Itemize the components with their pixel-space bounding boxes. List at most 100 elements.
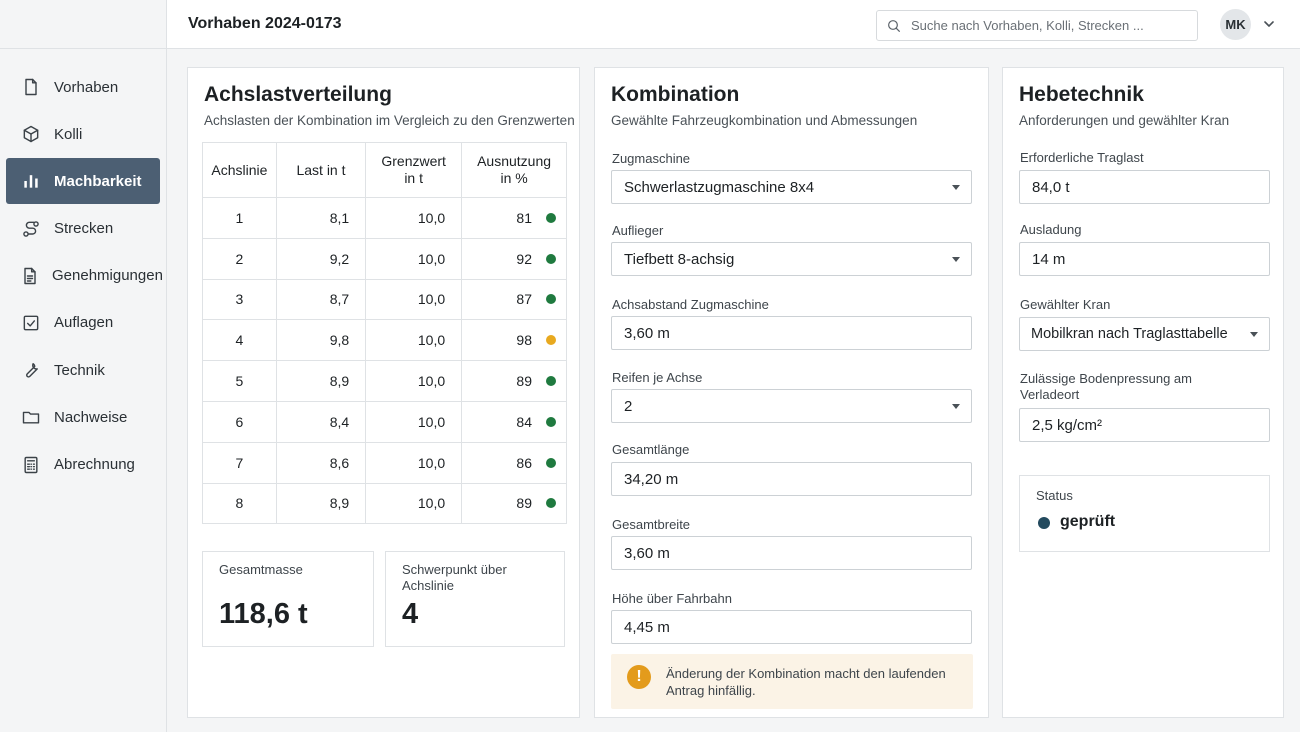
calculator-icon <box>20 454 42 476</box>
required-load-input[interactable]: 84,0 t <box>1019 170 1270 204</box>
sidebar-item-label: Vorhaben <box>54 78 119 96</box>
search-icon <box>877 18 911 34</box>
sidebar: Vorhaben Kolli Machbarkeit Strecken Gene… <box>0 0 167 732</box>
crane-select[interactable]: Mobilkran nach Traglasttabelle <box>1019 317 1270 351</box>
total-width-input[interactable]: 3,60 m <box>611 536 972 570</box>
panel-title: Achslastverteilung <box>204 83 392 106</box>
tractor-select[interactable]: Schwerlastzugmaschine 8x4 <box>611 170 972 204</box>
caret-down-icon <box>952 257 960 262</box>
ground-pressure-input[interactable]: 2,5 kg/cm² <box>1019 408 1270 442</box>
lifting-panel: Hebetechnik Anforderungen und gewählter … <box>1002 67 1284 718</box>
sidebar-item-machbarkeit[interactable]: Machbarkeit <box>6 158 160 205</box>
load-cell: 8,4 <box>275 400 367 443</box>
ground-pressure-label: Zulässige Bodenpressung am Verladeort <box>1020 371 1192 402</box>
load-cell: 8,1 <box>275 197 367 239</box>
sidebar-item-genehmigungen[interactable]: Genehmigungen <box>6 253 163 299</box>
trailer-label: Auflieger <box>612 223 664 238</box>
caret-down-icon <box>1250 332 1258 337</box>
limit-cell: 10,0 <box>365 197 463 239</box>
load-cell: 8,7 <box>275 278 367 321</box>
search-box[interactable] <box>876 10 1198 41</box>
outreach-input[interactable]: 14 m <box>1019 242 1270 276</box>
sidebar-nav: Vorhaben Kolli Machbarkeit Strecken Gene… <box>0 49 166 488</box>
combination-panel: Kombination Gewählte Fahrzeugkombination… <box>594 67 989 718</box>
tires-per-axle-label: Reifen je Achse <box>612 370 703 385</box>
axle-cell: 7 <box>202 441 277 484</box>
panel-subtitle: Gewählte Fahrzeugkombination und Abmessu… <box>611 113 918 128</box>
utilization-cell: 87 <box>461 278 567 321</box>
sidebar-item-label: Abrechnung <box>54 456 135 473</box>
status-dot <box>546 335 556 346</box>
status-label: Status <box>1036 488 1073 503</box>
cube-icon <box>20 123 42 145</box>
status-dot <box>546 376 556 387</box>
table-row: 4 9,8 10,0 98 <box>202 319 567 362</box>
search-input[interactable] <box>911 18 1191 33</box>
panel-subtitle: Achslasten der Kombination im Vergleich … <box>204 113 575 128</box>
sidebar-item-abrechnung[interactable]: Abrechnung <box>6 442 160 488</box>
utilization-cell: 98 <box>461 319 567 362</box>
sidebar-item-label: Genehmigungen <box>52 267 163 285</box>
utilization-cell: 84 <box>461 400 567 443</box>
tractor-label: Zugmaschine <box>612 151 691 166</box>
trailer-value: Tiefbett 8-achsig <box>624 250 735 268</box>
sidebar-item-vorhaben[interactable]: Vorhaben <box>6 64 160 110</box>
trailer-select[interactable]: Tiefbett 8-achsig <box>611 242 972 276</box>
table-row: 1 8,1 10,0 81 <box>202 197 567 239</box>
status-dot <box>546 457 556 468</box>
utilization-value: 81 <box>516 209 532 226</box>
status-dot <box>546 212 556 223</box>
crane-value: Mobilkran nach Traglasttabelle <box>1031 326 1228 342</box>
height-label: Höhe über Fahrbahn <box>612 591 732 606</box>
sidebar-item-nachweise[interactable]: Nachweise <box>6 394 160 440</box>
height-input[interactable]: 4,45 m <box>611 610 972 644</box>
column-header-utilization: Ausnutzung in % <box>461 142 567 198</box>
center-of-gravity-value: 4 <box>402 598 419 630</box>
axle-cell: 1 <box>202 197 277 239</box>
sidebar-item-label: Technik <box>54 361 105 379</box>
total-length-input[interactable]: 34,20 m <box>611 462 972 496</box>
utilization-value: 86 <box>516 454 532 471</box>
tires-per-axle-select[interactable]: 2 <box>611 389 972 423</box>
outreach-label: Ausladung <box>1020 222 1082 237</box>
sidebar-item-strecken[interactable]: Strecken <box>6 206 160 252</box>
table-row: 7 8,6 10,0 86 <box>202 441 567 484</box>
status-indicator <box>1038 517 1050 529</box>
table-row: 3 8,7 10,0 87 <box>202 278 567 321</box>
table-row: 8 8,9 10,0 89 <box>202 482 567 525</box>
axle-cell: 5 <box>202 360 277 402</box>
limit-cell: 10,0 <box>365 482 463 525</box>
status-dot <box>546 294 556 305</box>
axle-spacing-label: Achsabstand Zugmaschine <box>612 297 769 312</box>
table-header-row: Achslinie Last in t Grenzwert in t Ausnu… <box>202 142 567 198</box>
sidebar-item-label: Machbarkeit <box>54 172 142 190</box>
limit-cell: 10,0 <box>365 400 463 443</box>
limit-cell: 10,0 <box>365 319 463 362</box>
table-row: 6 8,4 10,0 84 <box>202 400 567 443</box>
table-row: 5 8,9 10,0 89 <box>202 360 567 402</box>
axle-cell: 2 <box>202 237 277 280</box>
utilization-cell: 89 <box>461 360 567 402</box>
sidebar-item-label: Strecken <box>54 220 114 238</box>
route-icon <box>20 218 42 240</box>
warning-text: Änderung der Kombination macht den laufe… <box>666 666 946 698</box>
status-card: Status geprüft <box>1019 475 1270 552</box>
total-mass-label: Gesamtmasse <box>219 562 303 577</box>
avatar[interactable]: MK <box>1220 9 1251 40</box>
axle-cell: 8 <box>202 482 277 525</box>
axle-spacing-input[interactable]: 3,60 m <box>611 316 972 350</box>
sidebar-item-technik[interactable]: Technik <box>6 347 160 393</box>
utilization-cell: 86 <box>461 441 567 484</box>
sidebar-item-kolli[interactable]: Kolli <box>6 111 160 157</box>
column-header-axle: Achslinie <box>202 142 277 198</box>
utilization-value: 87 <box>516 291 532 308</box>
tires-per-axle-value: 2 <box>624 397 633 415</box>
status-dot <box>546 253 556 264</box>
chevron-down-icon[interactable] <box>1261 16 1277 32</box>
warning-icon: ! <box>627 665 651 689</box>
required-load-label: Erforderliche Traglast <box>1020 150 1144 165</box>
warning-banner: ! Änderung der Kombination macht den lau… <box>611 654 973 709</box>
axle-cell: 4 <box>202 319 277 362</box>
sidebar-item-auflagen[interactable]: Auflagen <box>6 300 160 346</box>
total-length-label: Gesamtlänge <box>612 442 690 457</box>
